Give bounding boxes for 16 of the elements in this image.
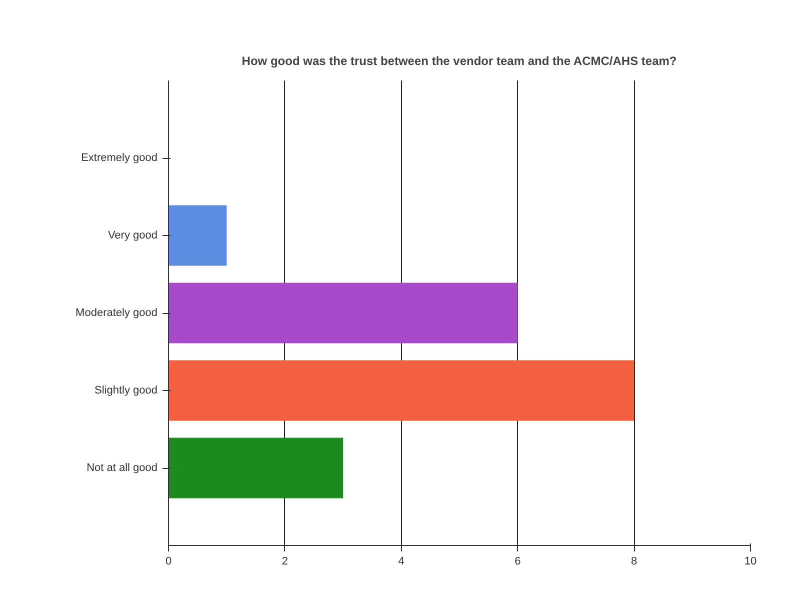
- y-tick-label: Extremely good: [81, 152, 158, 164]
- chart-title: How good was the trust between the vendor team and the ACMC/AHS team?: [242, 54, 677, 68]
- y-tick-label: Slightly good: [94, 384, 158, 396]
- x-tick-label: 6: [514, 556, 521, 568]
- x-tick-label: 10: [744, 556, 757, 568]
- y-tick-label: Moderately good: [76, 307, 158, 319]
- x-tick-label: 4: [398, 556, 404, 568]
- bar: [168, 205, 227, 266]
- y-tick-label: Not at all good: [86, 462, 158, 474]
- x-tick-label: 0: [165, 556, 172, 568]
- bar: [168, 282, 518, 344]
- y-tick-label: Very good: [108, 230, 158, 242]
- x-tick-label: 2: [282, 556, 288, 568]
- bar: [168, 438, 344, 498]
- x-tick-label: 8: [631, 556, 638, 568]
- bar: [168, 360, 634, 421]
